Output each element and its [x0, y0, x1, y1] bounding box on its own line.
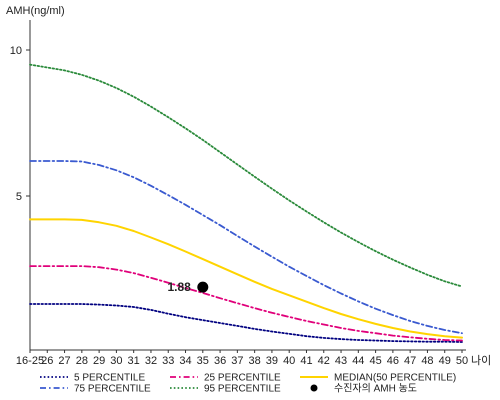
x-tick-label: 49	[439, 355, 451, 367]
legend-label: 75 PERCENTILE	[74, 384, 151, 395]
x-tick-label: 29	[93, 355, 105, 367]
legend-label: 95 PERCENTILE	[204, 384, 281, 395]
series-layer	[29, 63, 463, 343]
x-axis-title: 나이	[471, 354, 491, 367]
x-tick-label: 47	[404, 355, 416, 367]
series-line	[29, 218, 463, 339]
y-tick-label: 10	[10, 45, 22, 57]
x-tick-label: 40	[283, 355, 295, 367]
x-tick-label: 38	[249, 355, 261, 367]
y-tick-label: 5	[16, 191, 22, 203]
patient-amh-point	[197, 281, 209, 293]
x-tick-label: 27	[58, 355, 70, 367]
series-line	[29, 303, 463, 343]
series-line	[29, 265, 463, 342]
series-line	[29, 63, 463, 288]
legend-swatch-point	[310, 384, 318, 392]
x-tick-label: 35	[197, 355, 209, 367]
x-tick-label: 33	[162, 355, 174, 367]
x-tick-label: 16-25	[16, 355, 44, 367]
legend-label: 수진자의 AMH 농도	[334, 383, 417, 395]
x-tick-label: 50	[456, 355, 468, 367]
y-axis-title: AMH(ng/ml)	[6, 5, 65, 17]
x-tick-label: 46	[387, 355, 399, 367]
legend-label: 5 PERCENTILE	[74, 373, 145, 384]
point-layer: 1.88	[167, 280, 209, 294]
x-tick-label: 30	[110, 355, 122, 367]
x-tick-label: 37	[231, 355, 243, 367]
legend-label: MEDIAN(50 PERCENTILE)	[334, 373, 456, 384]
x-tick-label: 28	[76, 355, 88, 367]
x-tick-label: 31	[128, 355, 140, 367]
x-tick-label: 36	[214, 355, 226, 367]
x-tick-label: 39	[266, 355, 278, 367]
x-tick-label: 32	[145, 355, 157, 367]
legend-label: 25 PERCENTILE	[204, 373, 281, 384]
x-tick-label: 26	[41, 355, 53, 367]
x-tick-label: 41	[300, 355, 312, 367]
x-tick-label: 44	[352, 355, 364, 367]
x-tick-label: 43	[335, 355, 347, 367]
x-tick-label: 34	[179, 355, 191, 367]
x-tick-label: 42	[318, 355, 330, 367]
patient-amh-value-label: 1.88	[167, 280, 191, 294]
series-line	[29, 160, 463, 335]
x-tick-label: 48	[421, 355, 433, 367]
x-tick-label: 45	[369, 355, 381, 367]
legend: 5 PERCENTILE 25 PERCENTILE MEDIAN(50 PERCE…	[40, 373, 456, 395]
